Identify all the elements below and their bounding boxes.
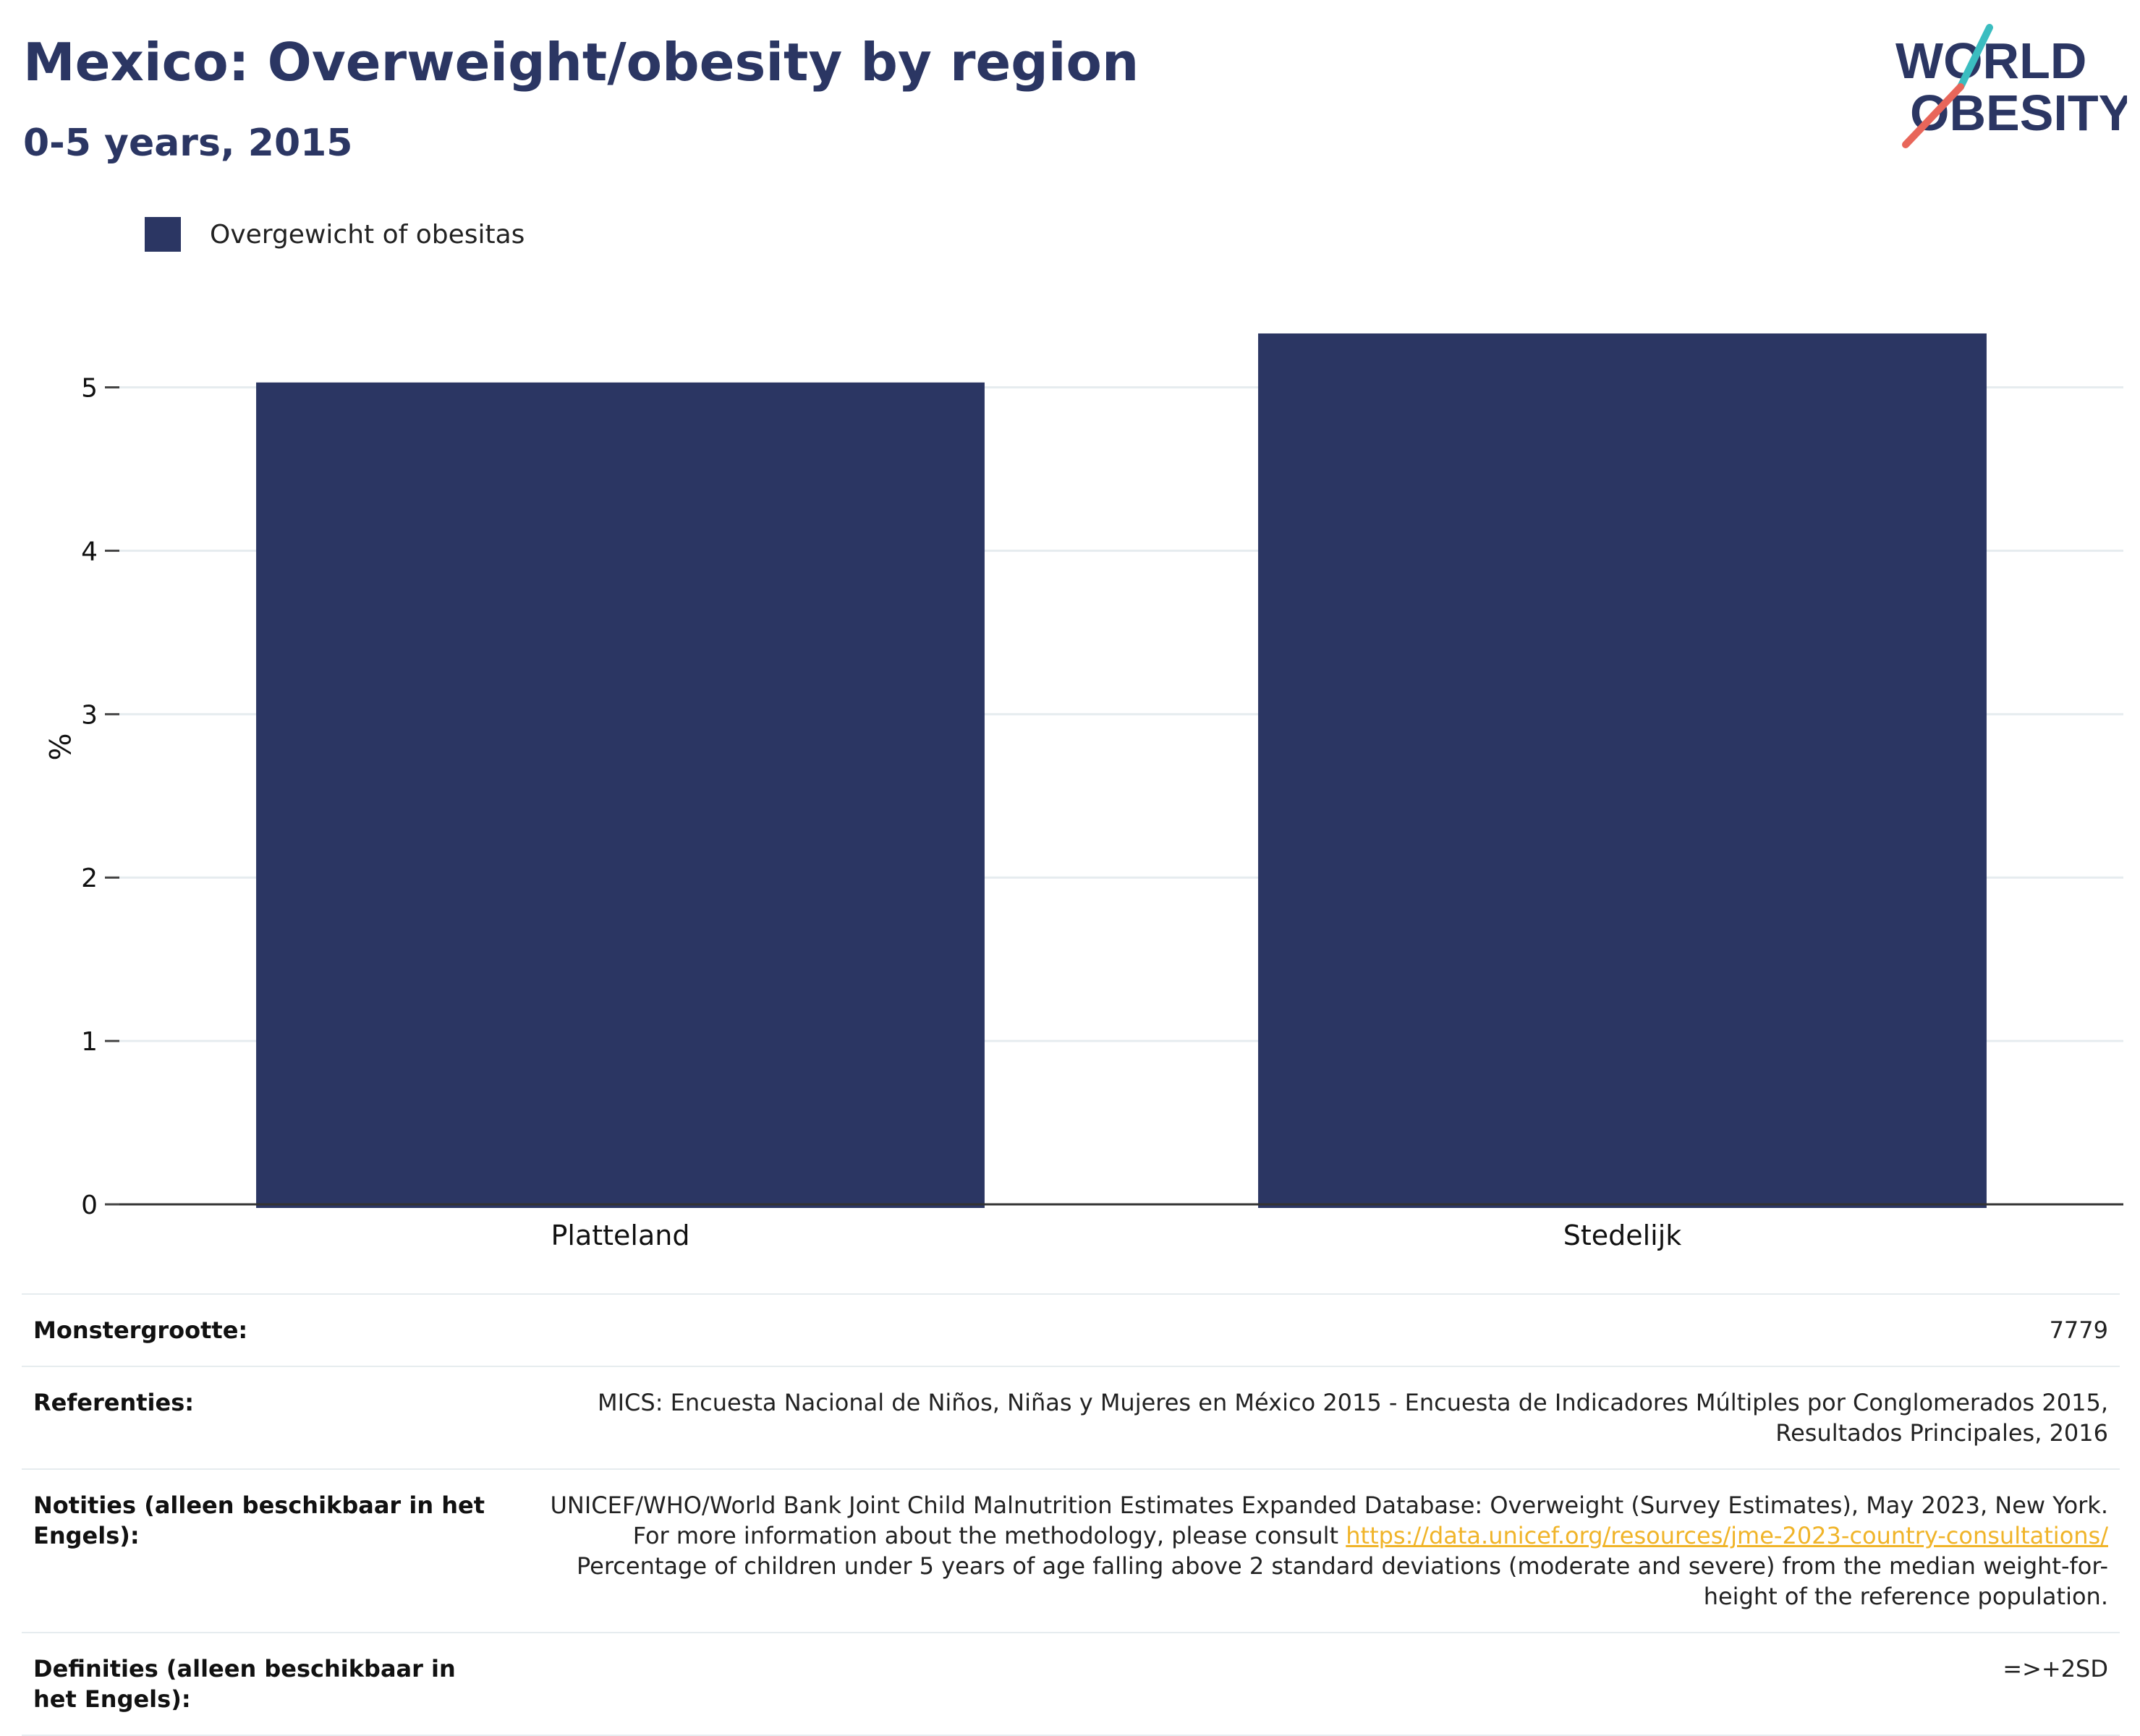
y-tick-label: 0 [81, 1191, 98, 1220]
world-obesity-logo[interactable]: WORLD OBESITY [1888, 20, 2127, 150]
chart-subtitle: 0-5 years, 2015 [23, 122, 353, 165]
bar [256, 382, 985, 1208]
y-axis-label: % [42, 733, 75, 760]
chart-legend[interactable]: Overgewicht of obesitas [145, 216, 525, 253]
legend-label: Overgewicht of obesitas [210, 219, 525, 250]
references-label: Referenties: [22, 1366, 508, 1469]
legend-swatch [145, 217, 181, 252]
notes-label: Notities (alleen beschikbaar in het Enge… [22, 1468, 508, 1633]
y-tick-label: 2 [81, 864, 98, 893]
logo-line2: OBESITY [1910, 85, 2127, 141]
info-row-definitions: Definities (alleen beschikbaar in het En… [22, 1632, 2120, 1736]
sample-size-label: Monstergrootte: [22, 1293, 508, 1366]
info-row-references: Referenties: MICS: Encuesta Nacional de … [22, 1366, 2120, 1469]
y-tick-label: 4 [81, 537, 98, 566]
references-value: MICS: Encuesta Nacional de Niños, Niñas … [508, 1366, 2120, 1469]
x-tick-label: Stedelijk [1563, 1220, 1682, 1251]
notes-link[interactable]: https://data.unicef.org/resources/jme-20… [1346, 1522, 2108, 1549]
y-tick-label: 1 [81, 1027, 98, 1057]
notes-value: UNICEF/WHO/World Bank Joint Child Malnut… [508, 1468, 2120, 1633]
y-tick-label: 5 [81, 374, 98, 404]
info-table: Monstergrootte: 7779 Referenties: MICS: … [22, 1293, 2120, 1736]
notes-text-after: Percentage of children under 5 years of … [577, 1552, 2108, 1610]
sample-size-value: 7779 [508, 1293, 2120, 1366]
y-tick-label: 3 [81, 700, 98, 730]
logo-slash-top [1957, 24, 1993, 90]
definitions-value: =>+2SD [508, 1632, 2120, 1736]
bar [1258, 333, 1987, 1208]
logo-slash-bottom [1902, 83, 1964, 148]
definitions-label: Definities (alleen beschikbaar in het En… [22, 1632, 508, 1736]
chart-title: Mexico: Overweight/obesity by region [23, 32, 1139, 93]
logo-line1: WORLD [1895, 33, 2086, 89]
info-row-sample-size: Monstergrootte: 7779 [22, 1293, 2120, 1366]
x-tick-label: Platteland [551, 1220, 690, 1251]
notes-text-before: UNICEF/WHO/World Bank Joint Child Malnut… [550, 1492, 2109, 1549]
info-row-notes: Notities (alleen beschikbaar in het Enge… [22, 1468, 2120, 1633]
bar-chart: 0 1 2 3 4 5 Platteland Stedelijk% [42, 333, 2123, 1251]
